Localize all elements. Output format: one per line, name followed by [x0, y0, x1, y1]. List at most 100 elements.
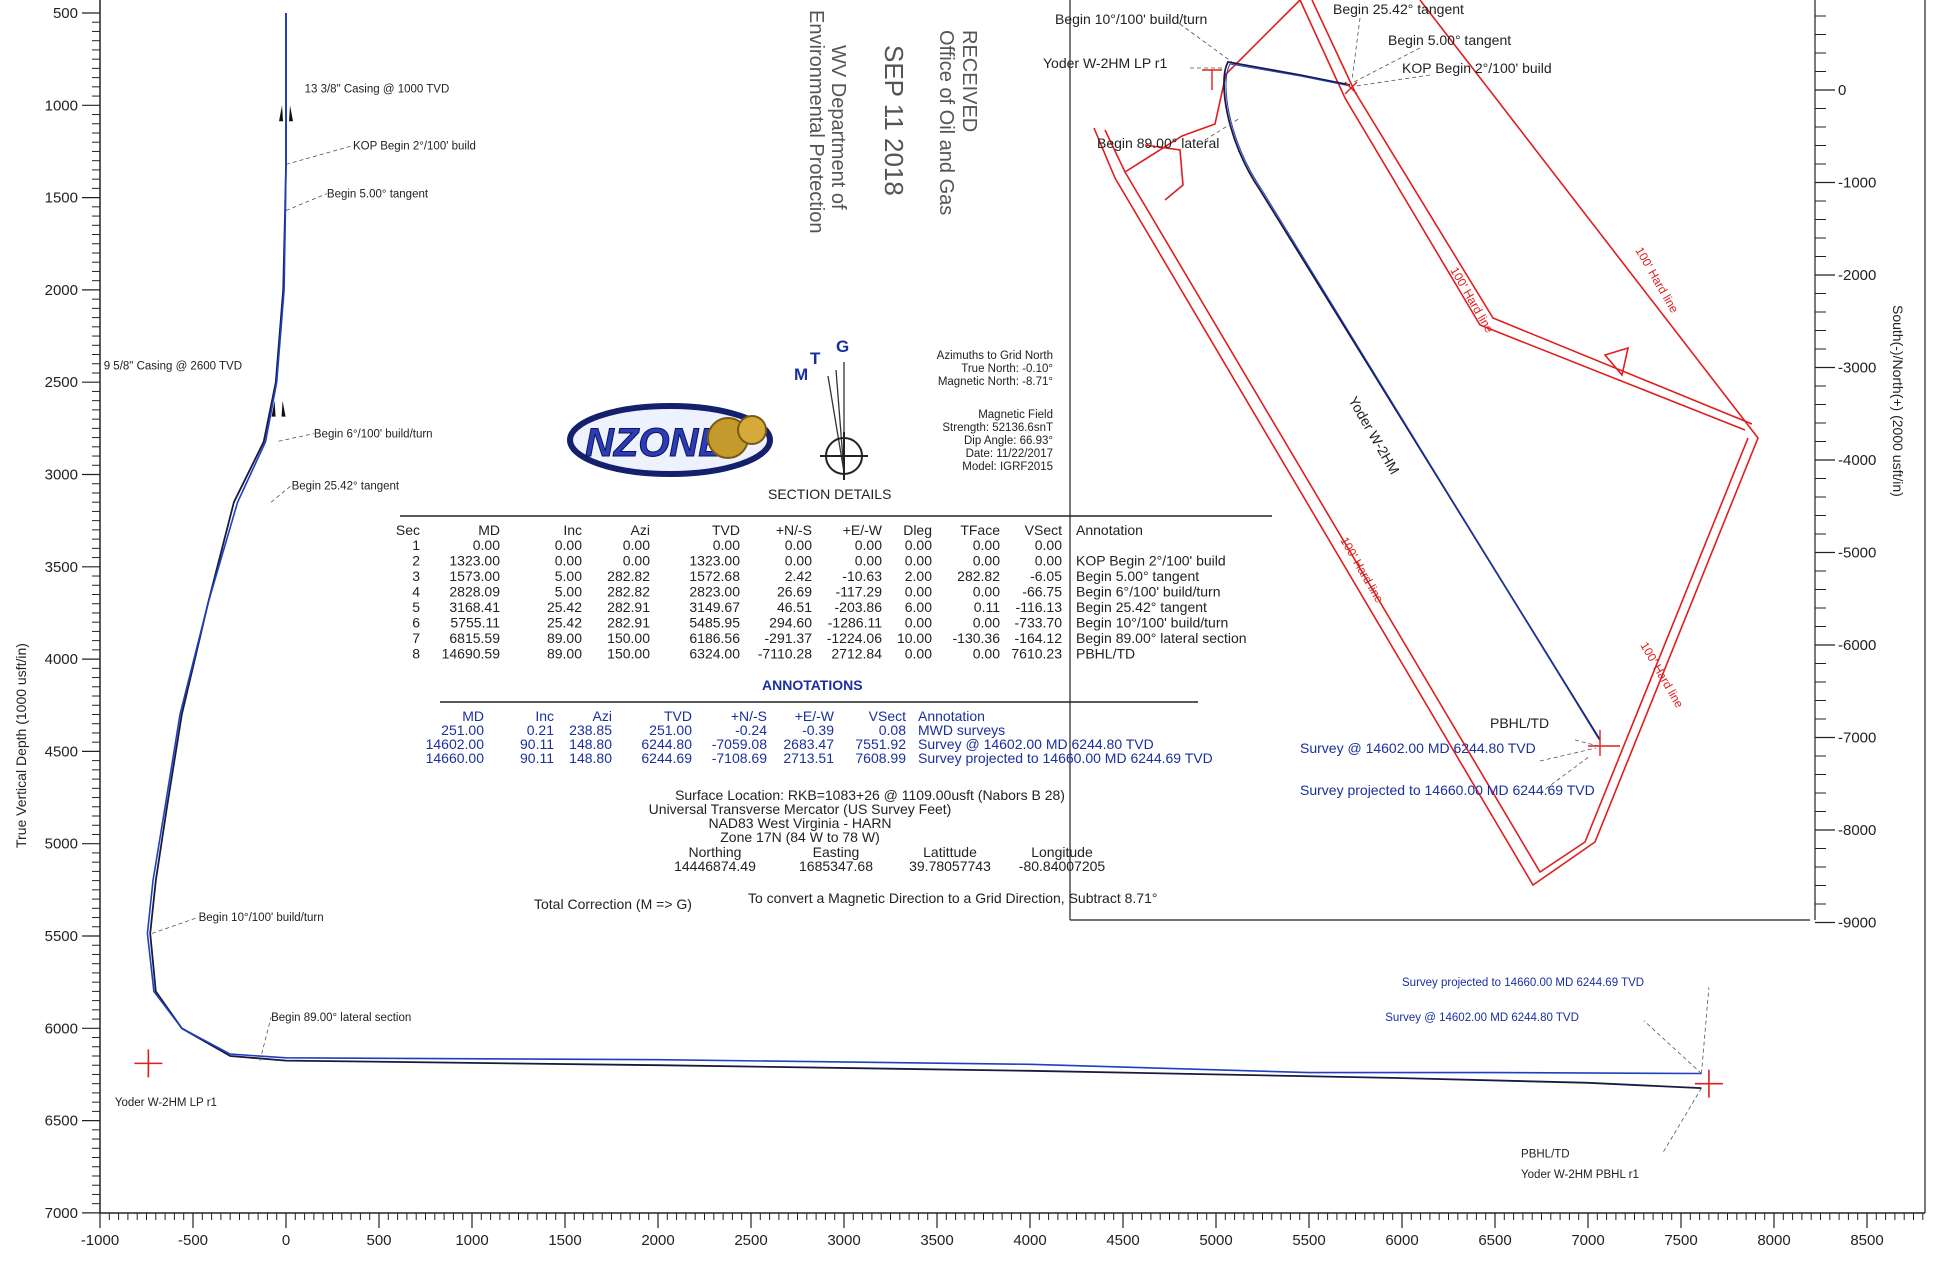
section-annotation-label: Yoder W-2HM PBHL r1 [1521, 1169, 1639, 1181]
section-annotation-label: Begin 5.00° tangent [327, 189, 429, 201]
section-annotation-label: Begin 89.00° lateral section [271, 1012, 411, 1024]
easting-header: Easting [813, 844, 860, 860]
section-table-cell: 282.82 [607, 568, 650, 584]
annotation-table-cell: Survey projected to 14660.00 MD 6244.69 … [918, 750, 1213, 766]
section-table-cell: 0.00 [713, 537, 740, 553]
stamp-dept: WV Department of [827, 45, 849, 210]
plan-y-axis-title: South(-)/North(+) (2000 usft/in) [1890, 305, 1906, 497]
x-tick-label: 2500 [734, 1232, 767, 1249]
section-table-cell: 0.00 [473, 537, 500, 553]
section-table-cell: 3149.67 [689, 599, 740, 615]
section-table-cell: 0.00 [555, 537, 582, 553]
vertical-section-marks: 13 3/8" Casing @ 1000 TVD KOP Begin 2°/10… [104, 83, 1723, 1181]
annotation-leader [285, 145, 354, 165]
section-header-cell: Inc [563, 522, 582, 538]
section-table-cell: 25.42 [547, 599, 582, 615]
annotation-table-cell: 148.80 [569, 736, 612, 752]
x-tick-label: -500 [178, 1232, 208, 1249]
annotation-table-cell: -0.39 [802, 722, 834, 738]
section-table-cell: KOP Begin 2°/100' build [1076, 553, 1226, 569]
x-tick-label: 7000 [1571, 1232, 1604, 1249]
easting-value: 1685347.68 [799, 858, 873, 874]
section-header-cell: TFace [960, 522, 1000, 538]
section-table-cell: Begin 25.42° tangent [1076, 599, 1207, 615]
section-table-cell: 2 [412, 553, 420, 569]
plan-view-label: 100' Hard line [1632, 245, 1681, 316]
annotation-table-cell: 90.11 [520, 750, 554, 766]
section-table-cell: 6.00 [905, 599, 932, 615]
section-table-cell: 5755.11 [450, 615, 500, 631]
section-header-cell: Dleg [903, 522, 932, 538]
section-table-cell: -117.29 [836, 584, 883, 600]
annotation-leader [278, 433, 314, 442]
section-annotation-label: Yoder W-2HM LP r1 [115, 1097, 217, 1109]
section-table-cell: 2.42 [785, 568, 812, 584]
y-tick-label: 1500 [45, 190, 78, 207]
annotation-table-cell: 2683.47 [783, 736, 834, 752]
azimuth-note: Azimuths to Grid North True North: -0.10… [937, 350, 1053, 473]
section-table-cell: 282.82 [957, 568, 1000, 584]
annotation-leader [151, 916, 199, 934]
annotation-table-cell: 14660.00 [426, 750, 485, 766]
section-table-cell: 89.00 [547, 630, 582, 646]
hard-line-inner [1124, 171, 1749, 874]
pad-outline [1144, 144, 1184, 201]
plan-y-tick-label: -9000 [1838, 915, 1876, 932]
section-table-cell: 5 [412, 599, 420, 615]
section-annotation-label: Begin 6°/100' build/turn [314, 429, 433, 441]
plan-leader [1179, 23, 1233, 63]
northing-header: Northing [689, 844, 742, 860]
section-table-cell: 0.00 [973, 553, 1000, 569]
section-table-cell: 89.00 [547, 646, 582, 662]
plan-view-label: PBHL/TD [1490, 715, 1549, 731]
section-table-cell: 8 [412, 646, 420, 662]
nzone-logo: NZONE [567, 403, 773, 477]
az-line-5: Strength: 52136.6snT [942, 422, 1053, 434]
annotation-table-cell: Survey @ 14602.00 MD 6244.80 TVD [918, 736, 1154, 752]
plan-view-label: Begin 5.00° tangent [1388, 32, 1511, 48]
plan-leader [1539, 755, 1591, 794]
section-annotation-label: 13 3/8" Casing @ 1000 TVD [305, 83, 450, 95]
section-table-cell: 25.42 [547, 615, 582, 631]
az-line-3: Magnetic North: -8.71° [938, 376, 1053, 388]
annotation-table-cell: 0.08 [879, 722, 906, 738]
section-table-cell: 6324.00 [689, 646, 740, 662]
annotation-header-cell: Azi [593, 708, 612, 724]
section-table-cell: Begin 10°/100' build/turn [1076, 615, 1228, 631]
plan-y-tick-label: 0 [1838, 82, 1846, 99]
section-table-cell: 14690.59 [442, 646, 501, 662]
x-tick-label: -1000 [81, 1232, 119, 1249]
section-table-cell: 10.00 [897, 630, 932, 646]
x-tick-label: 8000 [1757, 1232, 1790, 1249]
annotation-table-cell: MWD surveys [918, 722, 1005, 738]
planned-wellpath-line [149, 13, 1702, 1089]
y-tick-label: 4000 [45, 651, 78, 668]
northing-value: 14446874.49 [674, 858, 756, 874]
section-table-cell: 0.00 [905, 646, 932, 662]
section-header-cell: Annotation [1076, 522, 1143, 538]
x-tick-label: 3000 [827, 1232, 860, 1249]
section-table-cell: 46.51 [777, 599, 812, 615]
stamp-date: SEP 11 2018 [879, 45, 909, 196]
hard-line-north [1299, 0, 1746, 431]
y-tick-label: 7000 [45, 1205, 78, 1222]
casing-13-3-8-symbol [289, 105, 293, 122]
section-table-cell: 5.00 [555, 568, 582, 584]
pond-outline [1603, 346, 1630, 377]
convert-note: To convert a Magnetic Direction to a Gri… [748, 890, 1157, 906]
surface-loc-line-4: Zone 17N (84 W to 78 W) [720, 829, 880, 845]
section-header-cell: Sec [396, 522, 420, 538]
section-table-cell: 6186.56 [689, 630, 740, 646]
plan-labels: Begin 10°/100' build/turn Yoder W-2HM LP … [1043, 1, 1687, 798]
plan-y-tick-label: -1000 [1838, 175, 1876, 192]
plan-leader [1355, 74, 1431, 87]
section-table-cell: 2823.00 [689, 584, 740, 600]
plan-y-tick-label: -7000 [1838, 730, 1876, 747]
latitude-value: 39.78057743 [909, 858, 991, 874]
logo-text: NZONE [585, 421, 726, 465]
x-tick-label: 4500 [1106, 1232, 1139, 1249]
section-header-cell: +N/-S [776, 522, 812, 538]
plan-y-tick-label: -3000 [1838, 360, 1876, 377]
section-table-cell: 0.00 [905, 584, 932, 600]
